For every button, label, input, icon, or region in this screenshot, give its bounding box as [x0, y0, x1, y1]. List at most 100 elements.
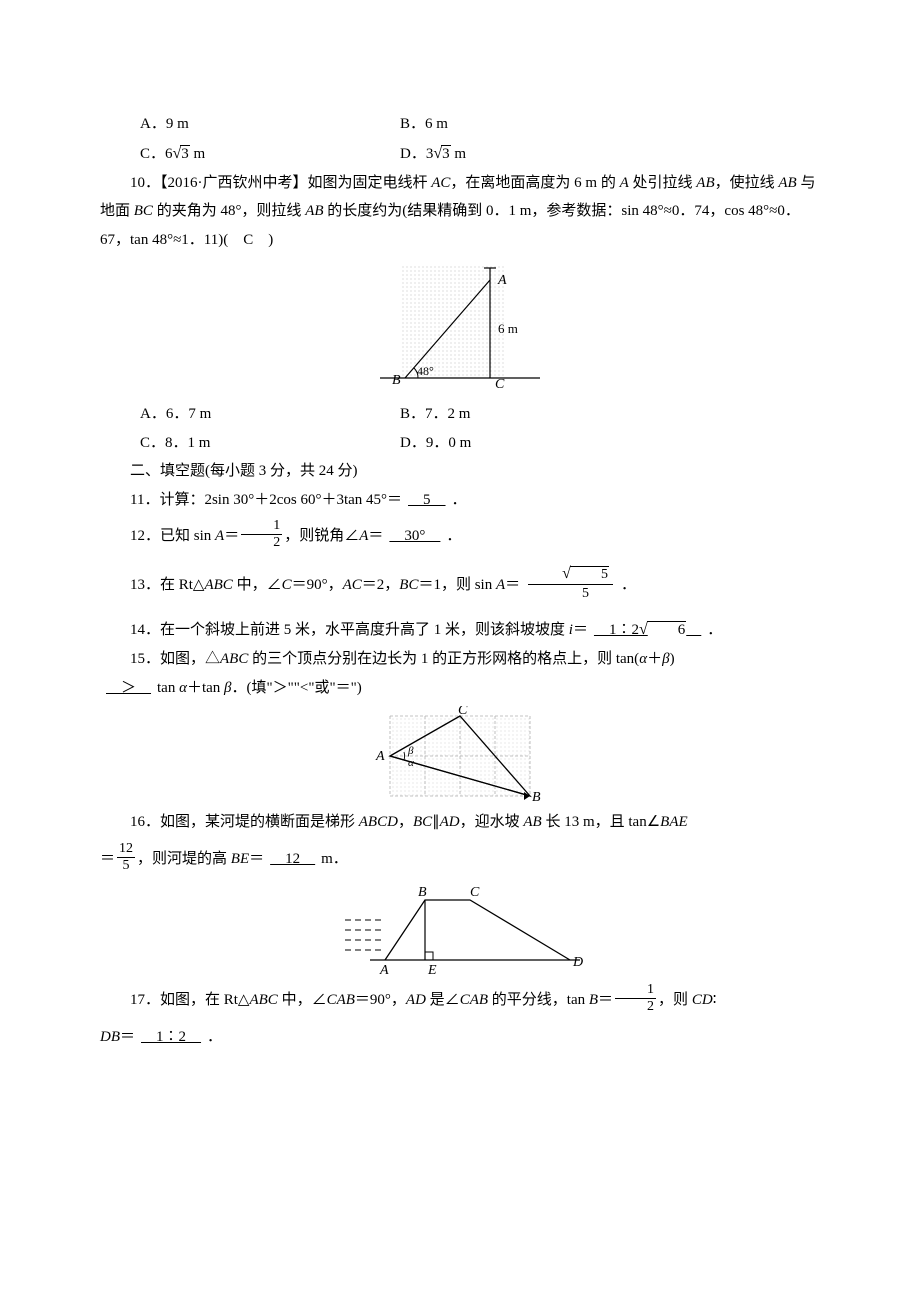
var-beta: β [224, 680, 231, 696]
q15-figure: A B C β α [100, 706, 820, 806]
fig-beta: β [407, 745, 414, 757]
t: ，则河堤的高 [137, 851, 231, 867]
fig-C: C [458, 706, 468, 718]
t: ) [253, 232, 273, 248]
fig-height: 6 m [498, 321, 518, 336]
t: ＝ [120, 1029, 135, 1045]
var-BAE: BAE [660, 814, 688, 830]
t: ＝90°， [292, 577, 343, 593]
fig-C: C [470, 885, 480, 900]
opt-b-value: 6 m [425, 116, 448, 132]
var-alpha: α [639, 651, 647, 667]
t: ． [207, 1029, 222, 1045]
t: m． [321, 851, 348, 867]
t: ) [670, 651, 675, 667]
var-C: C [282, 577, 292, 593]
t: ． [446, 528, 461, 544]
opt-d-unit: m [451, 146, 466, 162]
opt-a: A．9 m [100, 110, 400, 139]
t: ， [398, 814, 413, 830]
fraction-icon: 125 [117, 841, 135, 874]
fig-alpha: α [408, 757, 414, 769]
q17-line2: DB＝ 1∶2 ． [100, 1023, 820, 1052]
t: 10．【2016·广西钦州中考】如图为固定电线杆 [130, 175, 431, 191]
q15-line2: ＞ tan α＋tan β．(填"＞""<"或"＝") [100, 674, 820, 703]
fig-E: E [427, 963, 437, 978]
var-ABCD: ABCD [359, 814, 398, 830]
q10-opt-a: A．6．7 m [100, 400, 400, 429]
opt-c-coef: 6 [165, 146, 173, 162]
t [686, 622, 701, 638]
var-CAB: CAB [327, 992, 355, 1008]
q12: 12．已知 sin A＝12，则锐角∠A＝ 30° ． [100, 520, 820, 553]
parallel-icon: ∥ [432, 814, 440, 830]
opt-a-label: A． [140, 116, 166, 132]
opt-d-radicand: 3 [441, 145, 451, 163]
t: ＝ [505, 577, 520, 593]
q14: 14．在一个斜坡上前进 5 米，水平高度升高了 1 米，则该斜坡坡度 i＝ 1∶… [100, 615, 820, 645]
q17-answer: 1∶2 [135, 1029, 207, 1045]
t: ＝ [224, 528, 239, 544]
opt-c-unit: m [190, 146, 205, 162]
t: ． [452, 492, 467, 508]
t: ∶ [713, 992, 717, 1008]
var-AB: AB [696, 175, 714, 191]
t: 1∶2 [594, 622, 639, 638]
fig-A: A [375, 749, 385, 764]
t: 的三个顶点分别在边长为 1 的正方形网格的格点上，则 tan( [248, 651, 639, 667]
t: 的夹角为 48°，则拉线 [153, 203, 305, 219]
t: 12．已知 sin [130, 528, 215, 544]
t: 中，∠ [233, 577, 282, 593]
numerator: √5 [528, 564, 613, 584]
t: ＝2， [362, 577, 400, 593]
denominator: 5 [117, 857, 135, 874]
t: ＝ [573, 622, 588, 638]
var-BC: BC [134, 203, 153, 219]
var-A: A [620, 175, 629, 191]
q15-answer: ＞ [100, 680, 157, 696]
q10-options-row1: A．6．7 m B．7．2 m [100, 400, 820, 429]
fig-angle: 48° [417, 364, 434, 378]
t: ＝ [368, 528, 383, 544]
t: ＝ [100, 851, 115, 867]
denominator: 2 [241, 534, 282, 551]
opt-d-label: D． [400, 146, 426, 162]
q14-answer: 1∶2√6 [588, 622, 707, 638]
t: 处引拉线 [629, 175, 697, 191]
var-B: B [589, 992, 598, 1008]
t: ． [707, 622, 722, 638]
var-A: A [496, 577, 505, 593]
t: ＋tan [187, 680, 224, 696]
fig-label-B: B [392, 373, 401, 388]
t: tan [157, 680, 179, 696]
t: ，使拉线 [715, 175, 779, 191]
opt-b-label: B． [400, 116, 425, 132]
opt-c-radicand: 3 [180, 145, 190, 163]
fig-label-C: C [495, 377, 505, 392]
q10-opt-d: D．9．0 m [400, 429, 820, 458]
t: 11．计算：2sin 30°＋2cos 60°＋3tan 45°＝ [130, 492, 402, 508]
section2-heading: 二、填空题(每小题 3 分，共 24 分) [100, 457, 820, 486]
t: ＝1，则 sin [418, 577, 496, 593]
t: ．(填"＞""<"或"＝") [232, 680, 362, 696]
q13: 13．在 Rt△ABC 中，∠C＝90°，AC＝2，BC＝1，则 sin A＝√… [100, 566, 820, 605]
opt-c-label: C． [140, 146, 165, 162]
fig-B: B [418, 885, 427, 900]
var-CD: CD [692, 992, 713, 1008]
q10-answer: C [243, 232, 253, 248]
var-alpha: α [179, 680, 187, 696]
var-A: A [359, 528, 368, 544]
opt-a-value: 9 m [166, 116, 189, 132]
var-AB: AB [778, 175, 796, 191]
var-AB: AB [523, 814, 541, 830]
q15-line1: 15．如图，△ABC 的三个顶点分别在边长为 1 的正方形网格的格点上，则 ta… [100, 645, 820, 674]
t: ． [621, 577, 636, 593]
var-A: A [215, 528, 224, 544]
t: ＝90°， [355, 992, 406, 1008]
var-AD: AD [406, 992, 426, 1008]
fraction-icon: 12 [241, 518, 282, 551]
q11: 11．计算：2sin 30°＋2cos 60°＋3tan 45°＝ 5 ． [100, 486, 820, 515]
t: ，则锐角∠ [284, 528, 359, 544]
var-ABC: ABC [220, 651, 248, 667]
opt-b: B．6 m [400, 110, 820, 139]
